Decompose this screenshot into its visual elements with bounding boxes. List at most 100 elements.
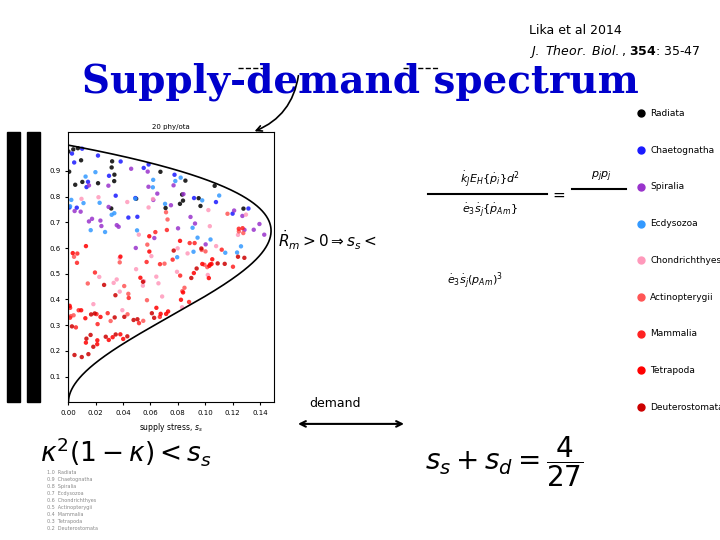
Point <box>66 149 78 158</box>
Point <box>73 306 84 315</box>
Point <box>138 277 150 286</box>
Point <box>185 213 197 221</box>
Point <box>122 213 134 222</box>
Text: $s_s + s_d = \dfrac{4}{27}$: $s_s + s_d = \dfrac{4}{27}$ <box>425 435 583 489</box>
Point <box>153 279 164 288</box>
Point <box>175 295 186 304</box>
Point <box>143 160 154 169</box>
Point <box>133 231 145 239</box>
Point <box>135 273 146 282</box>
Point <box>168 246 179 255</box>
Point <box>189 219 201 228</box>
Point <box>91 310 102 319</box>
Point <box>88 300 99 308</box>
Point <box>193 194 204 202</box>
Text: 0.5  Actinopterygii: 0.5 Actinopterygii <box>47 505 92 510</box>
Point <box>151 190 163 198</box>
Point <box>199 260 210 269</box>
Point <box>80 242 91 251</box>
Point <box>222 210 233 218</box>
Point <box>194 201 206 210</box>
Point <box>172 224 184 233</box>
Point <box>71 249 83 258</box>
Text: 20 phy/ota: 20 phy/ota <box>152 124 190 130</box>
Point <box>76 306 87 315</box>
Point <box>138 316 149 325</box>
Point <box>110 330 122 339</box>
Point <box>210 198 222 206</box>
Point <box>204 222 215 231</box>
Point <box>174 237 186 245</box>
Text: demand: demand <box>310 397 361 410</box>
Point <box>85 226 96 234</box>
Point <box>237 224 248 233</box>
Point <box>209 181 220 190</box>
Point <box>155 309 166 318</box>
Point <box>216 245 228 254</box>
Point <box>86 310 97 319</box>
Point <box>143 232 155 241</box>
Point <box>163 307 174 316</box>
Point <box>63 147 74 156</box>
Point <box>76 194 87 203</box>
Point <box>114 330 126 339</box>
Point <box>177 197 189 205</box>
Point <box>178 190 189 198</box>
Point <box>160 204 171 212</box>
Point <box>65 312 76 320</box>
Point <box>248 225 259 234</box>
Point <box>188 269 199 278</box>
Point <box>145 252 157 260</box>
Point <box>238 253 250 262</box>
Point <box>171 267 183 276</box>
Point <box>165 201 176 210</box>
Point <box>78 199 89 207</box>
Text: 0.6  Chondrichthyes: 0.6 Chondrichthyes <box>47 498 96 503</box>
Point <box>122 332 133 341</box>
Point <box>243 204 254 213</box>
Point <box>76 156 87 165</box>
Point <box>72 144 84 152</box>
Point <box>93 193 104 201</box>
Point <box>114 252 126 261</box>
Point <box>235 242 247 251</box>
Text: Supply-demand spectrum: Supply-demand spectrum <box>81 62 639 100</box>
Point <box>171 253 183 261</box>
Point <box>117 335 129 343</box>
Point <box>106 163 117 172</box>
Point <box>85 330 96 339</box>
Point <box>95 313 107 321</box>
Point <box>89 268 101 277</box>
Point <box>99 228 111 237</box>
Point <box>137 281 148 290</box>
Point <box>103 172 114 180</box>
Point <box>94 216 106 225</box>
Point <box>103 202 114 211</box>
Point <box>123 294 135 302</box>
X-axis label: supply stress, $s_s$: supply stress, $s_s$ <box>139 422 203 435</box>
Point <box>197 260 208 268</box>
Point <box>239 226 251 234</box>
Text: 0.3  Tetrapoda: 0.3 Tetrapoda <box>47 519 82 524</box>
Text: 0.4  Mammalia: 0.4 Mammalia <box>47 512 84 517</box>
Point <box>114 254 125 262</box>
Point <box>161 226 173 234</box>
Text: Mammalia: Mammalia <box>650 329 697 338</box>
Point <box>186 224 198 232</box>
Point <box>67 249 78 258</box>
Text: 0.8  Spiralia: 0.8 Spiralia <box>47 484 76 489</box>
Text: $\dot{R}_m > 0 \Rightarrow s_s <$: $\dot{R}_m > 0 \Rightarrow s_s <$ <box>278 228 377 252</box>
Point <box>138 164 150 172</box>
Point <box>128 316 140 325</box>
Point <box>174 271 186 280</box>
Point <box>159 200 171 208</box>
Point <box>220 248 231 257</box>
Point <box>89 309 101 318</box>
Point <box>109 177 120 185</box>
Point <box>168 181 179 190</box>
Point <box>238 204 249 213</box>
Point <box>130 194 142 203</box>
Point <box>122 310 133 319</box>
Point <box>155 167 166 176</box>
Point <box>138 278 149 286</box>
